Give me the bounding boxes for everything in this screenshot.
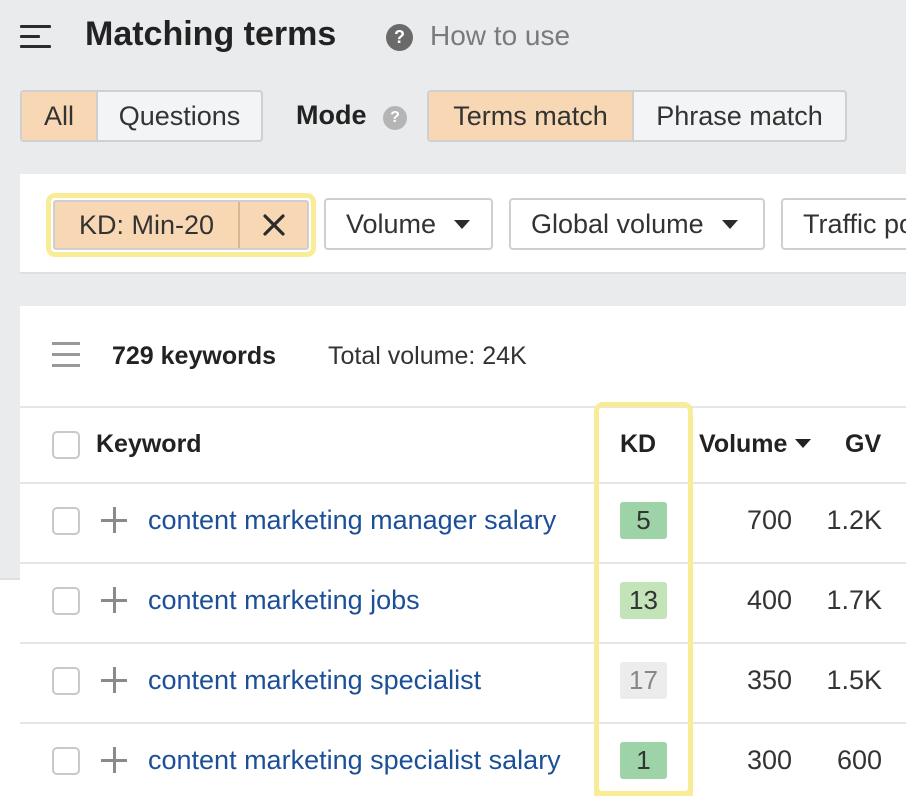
kd-badge: 5 [620, 502, 667, 539]
global-volume-filter-label: Global volume [531, 208, 704, 239]
keyword-link[interactable]: content marketing specialist salary [148, 745, 561, 775]
column-header-gv[interactable]: GV [845, 430, 882, 458]
mode-toggle: Terms match Phrase match [427, 90, 847, 142]
gv-value: 600 [836, 745, 882, 775]
keyword-link[interactable]: content marketing manager salary [148, 505, 557, 535]
row-checkbox[interactable] [52, 667, 80, 695]
keyword-link[interactable]: content marketing specialist [148, 665, 482, 695]
row-checkbox[interactable] [52, 507, 80, 535]
caret-down-icon [721, 219, 738, 229]
filter-highlight [46, 193, 316, 257]
total-volume: Total volume: 24K [328, 342, 527, 370]
keyword-link[interactable]: content marketing jobs [148, 585, 420, 615]
volume-filter-dropdown[interactable]: Volume [324, 198, 493, 250]
kd-badge: 1 [620, 742, 667, 779]
how-to-use-link[interactable]: How to use [430, 20, 571, 51]
page-title: Matching terms [85, 15, 337, 53]
column-header-volume[interactable]: Volume [699, 430, 812, 459]
results-panel [20, 306, 906, 796]
columns-icon[interactable] [52, 342, 80, 368]
kd-filter-chip[interactable]: KD: Min-20 [53, 200, 309, 250]
help-icon[interactable]: ? [386, 24, 413, 51]
volume-filter-label: Volume [346, 208, 437, 239]
column-header-kd[interactable]: KD [620, 430, 657, 458]
divider [20, 482, 906, 484]
volume-value: 350 [746, 665, 792, 695]
phrase-match-option[interactable]: Phrase match [632, 92, 845, 140]
menu-icon[interactable] [20, 25, 51, 49]
gv-value: 1.7K [826, 585, 882, 615]
gv-value: 1.5K [826, 665, 882, 695]
select-all-checkbox[interactable] [52, 431, 80, 459]
volume-value: 400 [746, 585, 792, 615]
column-header-volume-label: Volume [699, 430, 788, 458]
sort-desc-icon [795, 438, 812, 448]
kd-badge: 17 [620, 662, 667, 699]
plus-icon[interactable] [101, 587, 127, 613]
mode-label: Mode [296, 100, 367, 130]
keyword-type-toggle: All Questions [20, 90, 263, 142]
close-icon[interactable] [238, 202, 307, 248]
kd-badge: 13 [620, 582, 667, 619]
row-checkbox[interactable] [52, 747, 80, 775]
kd-column-highlight [594, 402, 693, 796]
volume-value: 300 [746, 745, 792, 775]
background-panel-edge [0, 578, 20, 796]
tab-questions[interactable]: Questions [96, 92, 261, 140]
plus-icon[interactable] [101, 667, 127, 693]
row-divider [20, 642, 906, 644]
kd-filter-label[interactable]: KD: Min-20 [78, 209, 215, 240]
keyword-count: 729 keywords [112, 342, 276, 370]
row-divider [20, 562, 906, 564]
kd-column-highlight-bottom [594, 788, 693, 796]
column-header-keyword[interactable]: Keyword [96, 430, 202, 458]
row-checkbox[interactable] [52, 587, 80, 615]
global-volume-filter-dropdown[interactable]: Global volume [509, 198, 765, 250]
plus-icon[interactable] [101, 747, 127, 773]
volume-value: 700 [746, 505, 792, 535]
traffic-potential-filter-label: Traffic po [803, 208, 906, 239]
gv-value: 1.2K [826, 505, 882, 535]
header: Matching terms ? How to use [0, 0, 906, 76]
traffic-potential-filter-dropdown[interactable]: Traffic po [781, 198, 906, 250]
terms-match-option[interactable]: Terms match [429, 92, 632, 140]
caret-down-icon [454, 219, 471, 229]
row-divider [20, 722, 906, 724]
mode-help-icon[interactable]: ? [383, 106, 407, 130]
section-gap [0, 274, 906, 306]
divider [20, 406, 906, 408]
plus-icon[interactable] [101, 507, 127, 533]
tab-all[interactable]: All [22, 92, 96, 140]
